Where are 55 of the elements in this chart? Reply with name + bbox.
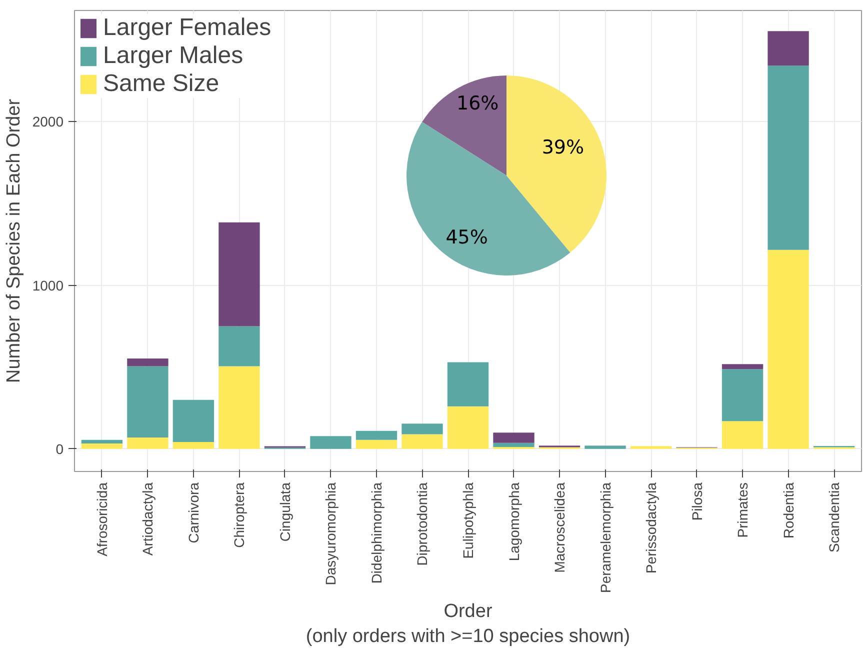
y-tick-label: 1000 <box>32 277 64 294</box>
bar <box>81 444 123 449</box>
x-tick-label: Artiodactyla <box>140 482 156 556</box>
x-tick-label: Cingulata <box>276 482 293 542</box>
bar <box>768 31 809 66</box>
x-tick-label: Macroscelidea <box>552 482 568 573</box>
bar <box>356 440 398 449</box>
bar <box>722 421 764 449</box>
bar <box>172 442 214 449</box>
bar <box>493 432 534 443</box>
x-tick-label: Perissodactyla <box>643 482 660 574</box>
bar <box>310 436 352 449</box>
bar <box>218 326 260 366</box>
data-label: 39% <box>542 136 584 159</box>
bar <box>493 442 534 447</box>
bar <box>402 424 443 434</box>
x-tick-label: Afrosoricida <box>94 482 110 556</box>
y-axis-title: Number of Species in Each Order <box>3 98 24 384</box>
bar <box>768 66 809 250</box>
bar <box>722 364 764 370</box>
x-tick-label: Chiroptera <box>231 482 248 548</box>
x-tick-label: Dasyuromorphia <box>322 482 339 586</box>
legend-label: Larger Males <box>103 42 244 70</box>
x-tick-label: Lagomorpha <box>506 482 522 562</box>
x-tick-label: Peramelemorphia <box>597 482 614 593</box>
bar <box>447 406 489 449</box>
bar <box>630 446 672 449</box>
bar <box>447 362 489 406</box>
x-tick-label: Didelphimorphia <box>368 482 384 584</box>
bar <box>127 366 168 438</box>
bar <box>172 400 214 442</box>
data-label: 16% <box>456 92 499 114</box>
legend-label: Larger Females <box>103 14 272 42</box>
bar <box>218 222 260 326</box>
bar <box>356 430 398 440</box>
bar <box>402 434 443 449</box>
y-tick-label: 0 <box>56 440 64 457</box>
bar <box>722 369 764 422</box>
bar <box>127 437 168 449</box>
x-tick-label: Carnivora <box>185 482 202 544</box>
bar <box>218 366 260 449</box>
x-tick-label: Scandentia <box>826 482 842 553</box>
x-tick-label: Rodentia <box>780 482 796 539</box>
x-tick-label: Diprotodontia <box>414 482 430 566</box>
x-tick-label: Pilosa <box>688 482 705 521</box>
data-label: 45% <box>446 226 488 248</box>
bar <box>127 358 168 366</box>
x-tick-label: Primates <box>734 482 751 538</box>
x-tick-label: Eulipotyphla <box>460 482 476 559</box>
bar <box>584 446 626 449</box>
bar <box>81 440 123 444</box>
x-axis-title: Order (only orders with >=10 species shown) <box>306 600 630 648</box>
bar <box>768 250 809 449</box>
y-tick-label: 2000 <box>32 114 64 130</box>
legend-label: Same Size <box>103 70 220 98</box>
